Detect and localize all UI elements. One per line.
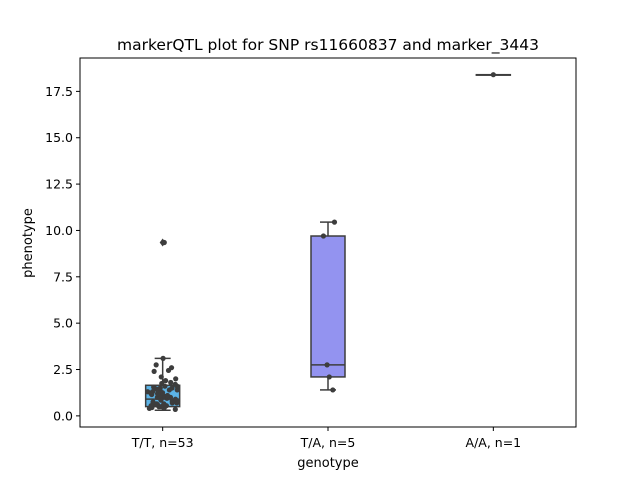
y-tick-label: 7.5 [53, 269, 73, 284]
y-tick-label: 2.5 [53, 362, 73, 377]
data-point [326, 374, 332, 380]
data-point [159, 380, 165, 387]
data-point [172, 381, 178, 387]
x-axis-label: genotype [297, 456, 358, 471]
y-tick-label: 12.5 [45, 177, 73, 192]
data-point [169, 385, 175, 391]
y-axis: 0.0 2.5 5.0 7.5 10.0 12.5 15.0 17.5 [45, 84, 80, 423]
box-group [310, 219, 346, 393]
data-point [174, 387, 180, 393]
data-point [168, 365, 175, 371]
data-point [331, 219, 338, 225]
data-point [160, 355, 166, 361]
y-tick-label: 17.5 [45, 84, 73, 99]
y-tick-label: 10.0 [45, 223, 73, 238]
data-point [154, 401, 160, 407]
data-point [164, 392, 171, 399]
y-tick-label: 5.0 [53, 316, 73, 331]
data-point [151, 384, 157, 390]
data-point [330, 387, 336, 393]
x-tick-label: T/A, n=5 [300, 435, 356, 450]
data-point [324, 362, 330, 368]
data-point [173, 376, 179, 382]
data-point [153, 362, 159, 368]
box-group [475, 72, 512, 78]
x-tick-label: A/A, n=1 [466, 435, 522, 450]
data-point [157, 385, 163, 391]
x-axis: T/T, n=53 T/A, n=5 A/A, n=1 [131, 427, 521, 450]
x-tick-label: T/T, n=53 [131, 435, 194, 450]
data-point [158, 374, 164, 380]
data-point [161, 239, 167, 246]
data-point [168, 379, 174, 386]
data-point [162, 378, 169, 384]
data-point [151, 368, 157, 374]
y-tick-label: 15.0 [45, 130, 73, 145]
data-point [161, 401, 167, 407]
iqr-box [310, 235, 346, 378]
data-point [148, 403, 154, 409]
data-point [490, 72, 496, 78]
data-point [148, 391, 154, 397]
data-point [320, 233, 327, 239]
chart-title: markerQTL plot for SNP rs11660837 and ma… [117, 36, 539, 55]
box-group [144, 238, 181, 412]
data-point [172, 396, 179, 402]
y-axis-label: phenotype [21, 208, 36, 278]
data-point [172, 406, 178, 412]
plot-area [144, 72, 512, 412]
y-tick-label: 0.0 [53, 408, 73, 423]
